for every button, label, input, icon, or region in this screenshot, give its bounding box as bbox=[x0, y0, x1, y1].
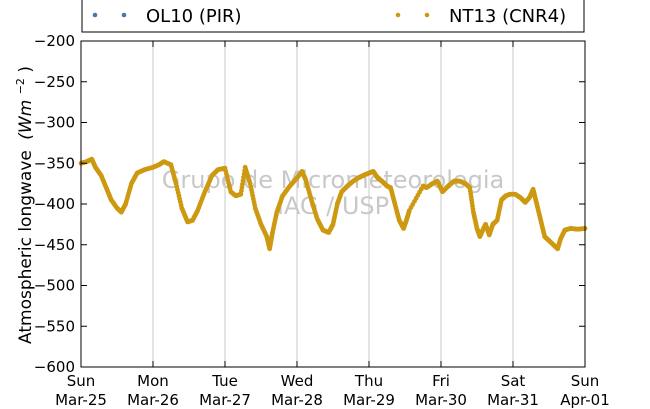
x-tick-label-date: Mar-31 bbox=[487, 391, 539, 409]
x-tick-label-date: Mar-29 bbox=[343, 391, 395, 409]
x-axis: SunMar-25MonMar-26TueMar-27WedMar-28ThuM… bbox=[55, 41, 610, 409]
x-tick-label-date: Mar-25 bbox=[55, 391, 107, 409]
y-axis: −200 −250 −300 −350 −400 −450 −500 −550 −600 bbox=[34, 32, 585, 376]
legend-marker-ol10-b bbox=[121, 12, 127, 18]
legend-marker-nt13-a bbox=[395, 12, 401, 18]
y-tick-label: −500 bbox=[34, 277, 75, 295]
y-tick-label: −550 bbox=[34, 317, 75, 335]
y-axis-label-unit-close: ) bbox=[16, 66, 36, 73]
y-tick-label: −400 bbox=[34, 195, 75, 213]
x-tick-label-day: Sat bbox=[501, 372, 526, 390]
legend: OL10 (PIR) NT13 (CNR4) bbox=[81, 0, 585, 33]
legend-marker-ol10-a bbox=[92, 12, 98, 18]
vertical-gridlines bbox=[152, 41, 514, 367]
x-tick-label-day: Sun bbox=[67, 372, 96, 390]
y-axis-label-name: Atmospheric longwave bbox=[16, 150, 36, 344]
legend-marker-nt13-b bbox=[424, 12, 430, 18]
x-tick-label-date: Mar-27 bbox=[199, 391, 251, 409]
x-tick-label-day: Tue bbox=[211, 372, 238, 390]
x-tick-label-day: Thu bbox=[354, 372, 383, 390]
y-tick-label: −350 bbox=[34, 154, 75, 172]
legend-label-nt13: NT13 (CNR4) bbox=[449, 6, 566, 27]
y-tick-label: −300 bbox=[34, 114, 75, 132]
y-tick-label: −600 bbox=[34, 358, 75, 376]
y-axis-label: Atmospheric longwave (Wm −2 ) bbox=[9, 66, 36, 344]
y-tick-label: −450 bbox=[34, 236, 75, 254]
y-axis-label-text: Atmospheric longwave (Wm −2 ) bbox=[9, 66, 36, 344]
x-tick-label-date: Apr-01 bbox=[560, 391, 610, 409]
series-nt13-cnr4 bbox=[78, 156, 588, 252]
y-axis-label-unit-exp: −2 bbox=[14, 78, 27, 94]
x-tick-label-day: Wed bbox=[281, 372, 314, 390]
legend-label-ol10: OL10 (PIR) bbox=[146, 6, 242, 27]
x-tick-label-day: Sun bbox=[571, 372, 600, 390]
x-tick-label-date: Mar-30 bbox=[415, 391, 467, 409]
x-tick-label-day: Fri bbox=[432, 372, 450, 390]
x-tick-label-date: Mar-28 bbox=[271, 391, 323, 409]
legend-frame bbox=[81, 0, 585, 33]
y-axis-label-unit: (Wm bbox=[16, 100, 36, 140]
y-tick-label: −200 bbox=[34, 32, 75, 50]
x-tick-label-date: Mar-26 bbox=[127, 391, 179, 409]
y-tick-label: −250 bbox=[34, 73, 75, 91]
x-tick-label-day: Mon bbox=[137, 372, 169, 390]
